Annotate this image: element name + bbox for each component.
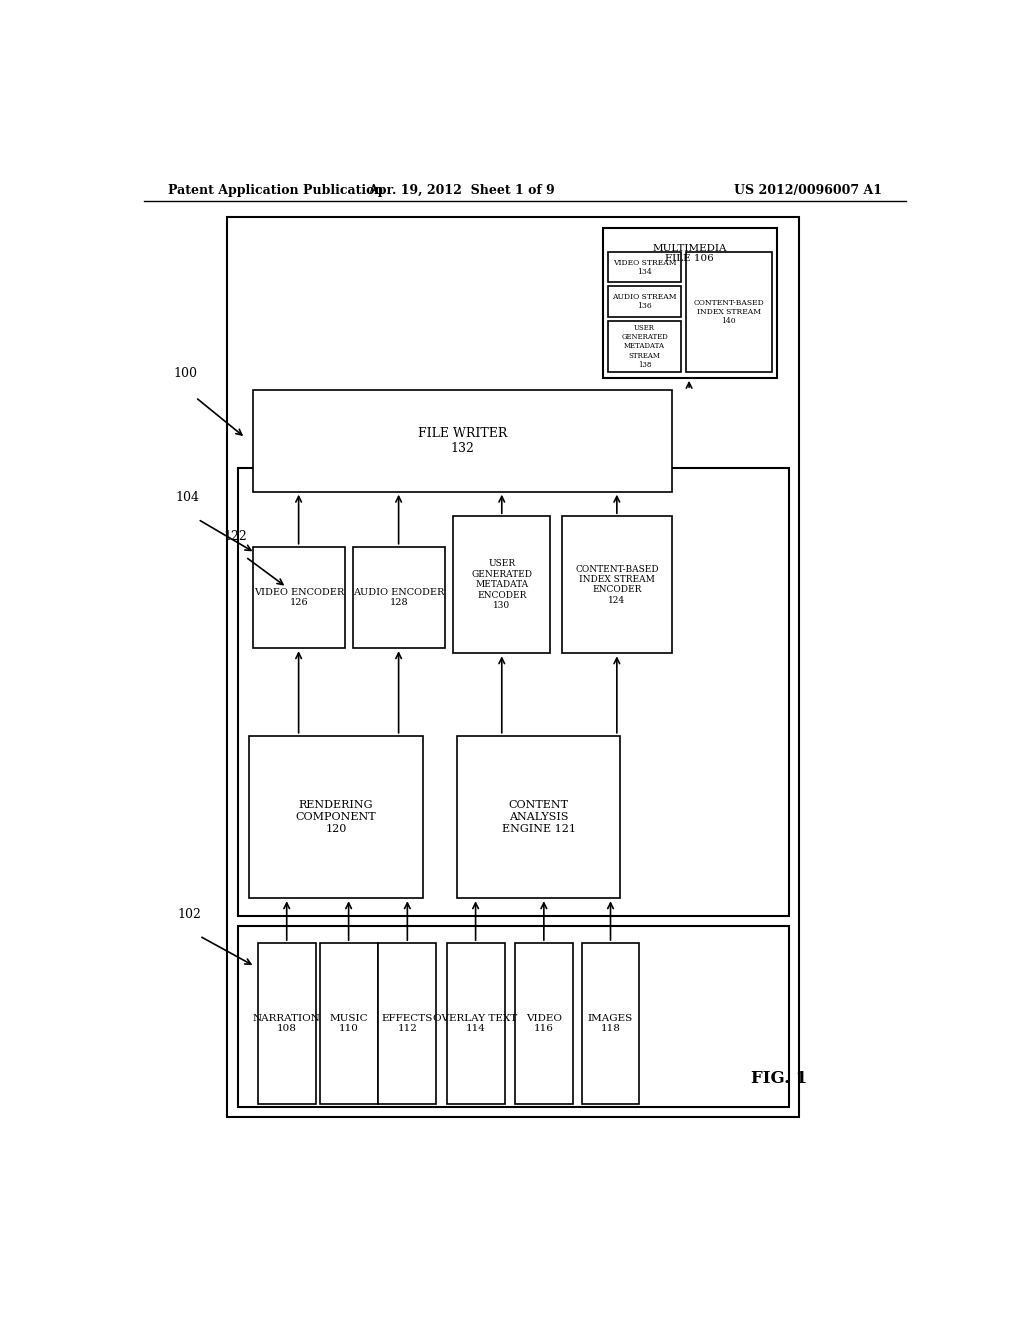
Text: 100: 100: [173, 367, 198, 380]
FancyBboxPatch shape: [379, 942, 436, 1104]
Text: EFFECTS
112: EFFECTS 112: [382, 1014, 433, 1034]
FancyBboxPatch shape: [454, 516, 550, 653]
FancyBboxPatch shape: [319, 942, 378, 1104]
Text: FILE WRITER
132: FILE WRITER 132: [418, 426, 507, 455]
Text: OVERLAY TEXT
114: OVERLAY TEXT 114: [433, 1014, 518, 1034]
Text: 102: 102: [177, 908, 201, 921]
Text: VIDEO STREAM
134: VIDEO STREAM 134: [613, 259, 677, 276]
Text: Patent Application Publication: Patent Application Publication: [168, 183, 383, 197]
Text: VIDEO
116: VIDEO 116: [526, 1014, 562, 1034]
FancyBboxPatch shape: [238, 925, 790, 1106]
Text: RENDERING
COMPONENT
120: RENDERING COMPONENT 120: [296, 800, 376, 834]
Text: USER
GENERATED
METADATA
STREAM
138: USER GENERATED METADATA STREAM 138: [622, 323, 668, 368]
FancyBboxPatch shape: [582, 942, 639, 1104]
FancyBboxPatch shape: [608, 252, 681, 282]
FancyBboxPatch shape: [608, 321, 681, 372]
Text: CONTENT
ANALYSIS
ENGINE 121: CONTENT ANALYSIS ENGINE 121: [502, 800, 575, 834]
Text: FIG. 1: FIG. 1: [751, 1069, 807, 1086]
Text: CONTENT-BASED
INDEX STREAM
ENCODER
124: CONTENT-BASED INDEX STREAM ENCODER 124: [575, 565, 658, 605]
FancyBboxPatch shape: [686, 252, 772, 372]
Text: AUDIO STREAM
136: AUDIO STREAM 136: [612, 293, 677, 310]
FancyBboxPatch shape: [458, 735, 620, 899]
Text: US 2012/0096007 A1: US 2012/0096007 A1: [734, 183, 882, 197]
FancyBboxPatch shape: [562, 516, 672, 653]
Text: 104: 104: [175, 491, 200, 504]
Text: AUDIO ENCODER
128: AUDIO ENCODER 128: [353, 587, 444, 607]
FancyBboxPatch shape: [515, 942, 572, 1104]
FancyBboxPatch shape: [253, 391, 672, 492]
FancyBboxPatch shape: [238, 469, 790, 916]
Text: IMAGES
118: IMAGES 118: [588, 1014, 633, 1034]
Text: 122: 122: [223, 529, 247, 543]
FancyBboxPatch shape: [258, 942, 315, 1104]
FancyBboxPatch shape: [227, 218, 799, 1117]
Text: Apr. 19, 2012  Sheet 1 of 9: Apr. 19, 2012 Sheet 1 of 9: [368, 183, 555, 197]
FancyBboxPatch shape: [249, 735, 423, 899]
FancyBboxPatch shape: [608, 286, 681, 317]
Text: USER
GENERATED
METADATA
ENCODER
130: USER GENERATED METADATA ENCODER 130: [471, 560, 532, 610]
FancyBboxPatch shape: [253, 546, 345, 648]
Text: CONTENT-BASED
INDEX STREAM
140: CONTENT-BASED INDEX STREAM 140: [693, 298, 764, 325]
Text: VIDEO ENCODER
126: VIDEO ENCODER 126: [254, 587, 344, 607]
FancyBboxPatch shape: [602, 227, 777, 378]
Text: NARRATION
108: NARRATION 108: [253, 1014, 321, 1034]
Text: MULTIMEDIA
FILE 106: MULTIMEDIA FILE 106: [652, 244, 727, 263]
Text: MUSIC
110: MUSIC 110: [330, 1014, 368, 1034]
FancyBboxPatch shape: [353, 546, 444, 648]
FancyBboxPatch shape: [446, 942, 505, 1104]
